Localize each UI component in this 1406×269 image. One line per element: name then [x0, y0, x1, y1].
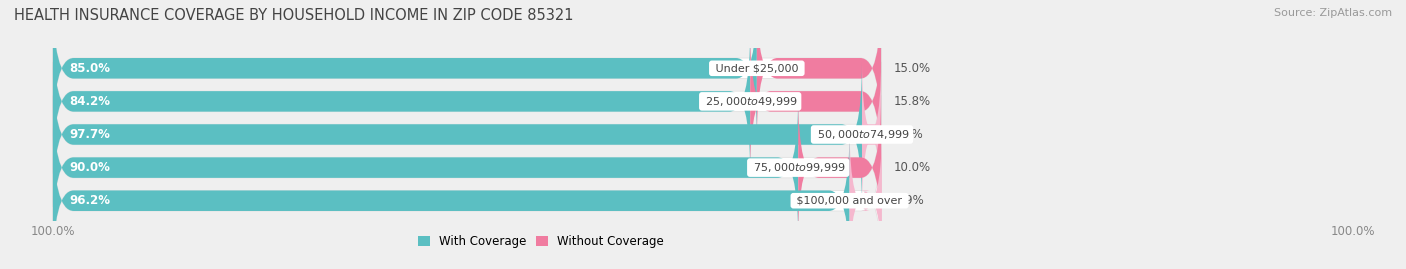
Text: $25,000 to $49,999: $25,000 to $49,999	[702, 95, 799, 108]
FancyBboxPatch shape	[53, 0, 756, 141]
Text: $75,000 to $99,999: $75,000 to $99,999	[749, 161, 846, 174]
Text: 90.0%: 90.0%	[69, 161, 111, 174]
Text: $100,000 and over: $100,000 and over	[793, 196, 905, 206]
Text: $50,000 to $74,999: $50,000 to $74,999	[814, 128, 910, 141]
FancyBboxPatch shape	[53, 128, 882, 269]
Text: 15.8%: 15.8%	[893, 95, 931, 108]
Text: 97.7%: 97.7%	[69, 128, 111, 141]
Text: Under $25,000: Under $25,000	[711, 63, 801, 73]
Legend: With Coverage, Without Coverage: With Coverage, Without Coverage	[413, 230, 669, 253]
FancyBboxPatch shape	[53, 62, 882, 207]
FancyBboxPatch shape	[53, 29, 882, 174]
Text: 15.0%: 15.0%	[893, 62, 931, 75]
Text: 2.3%: 2.3%	[893, 128, 924, 141]
FancyBboxPatch shape	[53, 62, 862, 207]
Text: 10.0%: 10.0%	[893, 161, 931, 174]
Text: HEALTH INSURANCE COVERAGE BY HOUSEHOLD INCOME IN ZIP CODE 85321: HEALTH INSURANCE COVERAGE BY HOUSEHOLD I…	[14, 8, 574, 23]
FancyBboxPatch shape	[860, 62, 883, 207]
Text: 84.2%: 84.2%	[69, 95, 111, 108]
FancyBboxPatch shape	[53, 29, 751, 174]
FancyBboxPatch shape	[751, 29, 882, 174]
FancyBboxPatch shape	[799, 95, 882, 240]
FancyBboxPatch shape	[849, 128, 882, 269]
Text: 96.2%: 96.2%	[69, 194, 111, 207]
Text: 85.0%: 85.0%	[69, 62, 111, 75]
FancyBboxPatch shape	[53, 128, 849, 269]
FancyBboxPatch shape	[756, 0, 882, 141]
FancyBboxPatch shape	[53, 95, 882, 240]
Text: Source: ZipAtlas.com: Source: ZipAtlas.com	[1274, 8, 1392, 18]
FancyBboxPatch shape	[53, 95, 799, 240]
FancyBboxPatch shape	[53, 0, 882, 141]
Text: 3.9%: 3.9%	[894, 194, 924, 207]
